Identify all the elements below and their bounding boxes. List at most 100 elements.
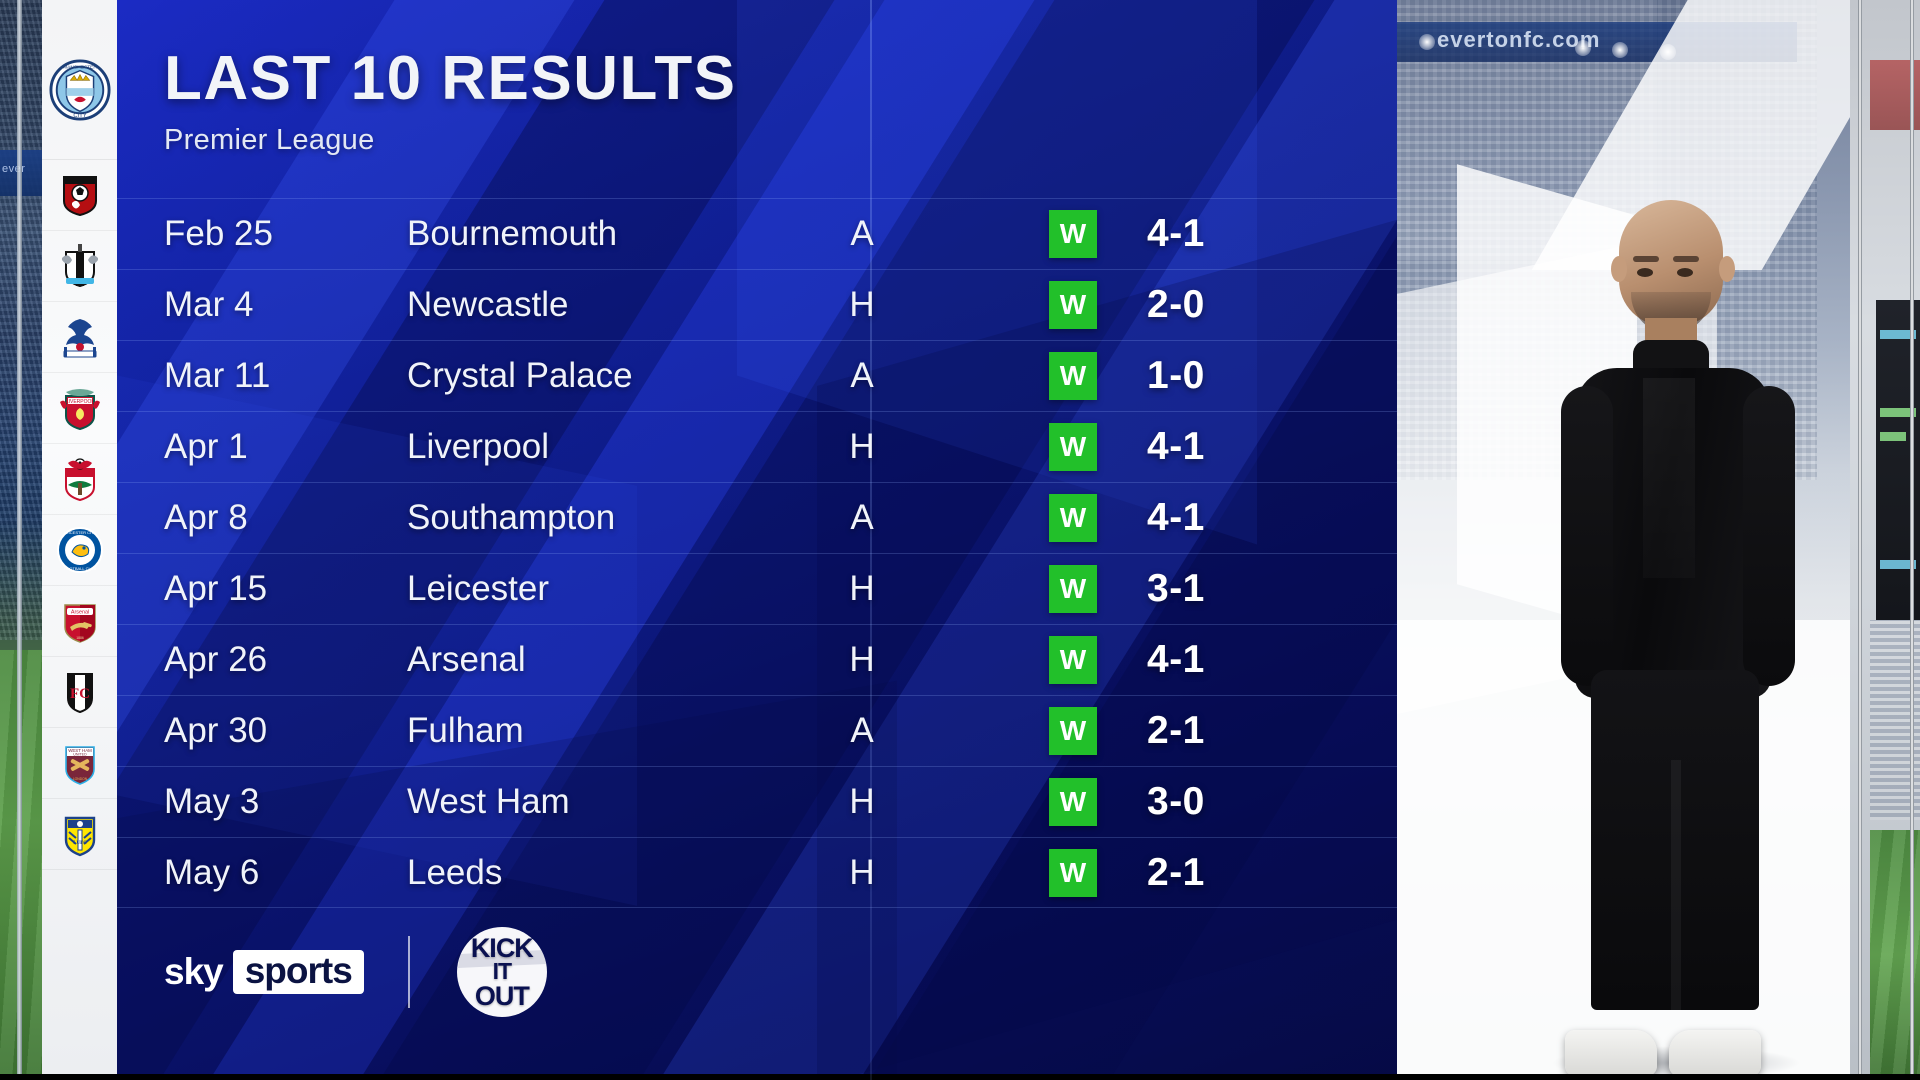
stadium-post	[1858, 0, 1862, 1080]
crest-cell-liverpool[interactable]: LIVERPOOL	[42, 373, 117, 444]
result-opponent: Leicester	[407, 569, 550, 608]
result-date: Mar 11	[164, 356, 271, 395]
page-title: LAST 10 RESULTS	[164, 44, 737, 113]
west-ham-crest: WEST HAM UNITED LONDON	[56, 739, 104, 787]
figure-arm-left	[1561, 386, 1613, 686]
table-row[interactable]: May 6 Leeds H W 2-1	[117, 837, 1397, 908]
figure-legs	[1591, 670, 1759, 1010]
scoreboard-line	[1880, 560, 1916, 569]
liverpool-crest: LIVERPOOL	[56, 384, 104, 432]
result-opponent: Newcastle	[407, 285, 569, 324]
scoreboard-line	[1880, 408, 1916, 417]
status-badge: W	[1049, 423, 1097, 471]
result-opponent: Fulham	[407, 711, 524, 750]
crest-cell-leeds[interactable]: LUFC	[42, 799, 117, 870]
svg-text:FC: FC	[70, 686, 90, 702]
crest-rail-spacer	[42, 0, 117, 20]
status-badge: W	[1049, 210, 1097, 258]
result-date: Feb 25	[164, 214, 273, 253]
result-date: Apr 1	[164, 427, 248, 466]
result-score: 4-1	[1147, 638, 1205, 681]
stadium-light	[1575, 40, 1591, 56]
result-date: Apr 26	[164, 640, 268, 679]
crest-cell-leicester[interactable]: LEICESTER CITY FOOTBALL CLUB	[42, 515, 117, 586]
result-score: 3-0	[1147, 780, 1205, 823]
svg-text:1886: 1886	[76, 636, 84, 640]
table-row[interactable]: Apr 8 Southampton A W 4-1	[117, 482, 1397, 553]
result-badge-cell: W	[1037, 494, 1109, 542]
table-row[interactable]: Apr 1 Liverpool H W 4-1	[117, 411, 1397, 482]
result-venue: A	[850, 711, 874, 750]
figure-ear-left	[1611, 256, 1627, 282]
result-venue: H	[849, 569, 875, 608]
result-opponent: Arsenal	[407, 640, 526, 679]
table-row[interactable]: May 3 West Ham H W 3-0	[117, 766, 1397, 837]
table-row[interactable]: Mar 11 Crystal Palace A W 1-0	[117, 340, 1397, 411]
result-opponent: Liverpool	[407, 427, 550, 466]
result-venue: H	[849, 640, 875, 679]
figure-brow-right	[1673, 256, 1699, 262]
result-score: 2-1	[1147, 850, 1205, 894]
manager-photo-panel: evertonfc.com	[1397, 0, 1920, 1080]
svg-text:LONDON: LONDON	[72, 777, 87, 781]
svg-text:LUFC: LUFC	[73, 841, 87, 846]
footer-logos: sky sports KICK IT OUT	[164, 924, 550, 1020]
table-row[interactable]: Mar 4 Newcastle H W 2-0	[117, 269, 1397, 340]
svg-text:FOOTBALL CLUB: FOOTBALL CLUB	[63, 566, 96, 571]
status-badge: W	[1049, 352, 1097, 400]
figure-jacket-lapel	[1643, 378, 1695, 578]
result-date: Apr 15	[164, 569, 268, 608]
result-badge-cell: W	[1037, 848, 1109, 897]
kick-it-out-text: KICK IT OUT	[454, 924, 550, 1020]
results-panel: LAST 10 RESULTS Premier League Feb 25 Bou…	[117, 0, 1397, 1080]
crest-cell-west-ham[interactable]: WEST HAM UNITED LONDON	[42, 728, 117, 799]
stadium-advert-text: evertonfc.com	[1437, 27, 1601, 52]
fulham-crest: FC	[56, 668, 104, 716]
status-badge: W	[1049, 707, 1097, 755]
result-venue: A	[850, 214, 874, 253]
status-badge: W	[1049, 848, 1097, 897]
result-date: Apr 8	[164, 498, 248, 537]
result-score: 4-1	[1147, 425, 1205, 468]
result-date: Mar 4	[164, 285, 254, 324]
team-crest-rail: MANCHESTER CITY	[42, 0, 117, 1080]
result-badge-cell: W	[1037, 423, 1109, 471]
svg-text:UNITED: UNITED	[73, 753, 87, 757]
svg-text:CITY: CITY	[73, 113, 86, 119]
leicester-crest: LEICESTER CITY FOOTBALL CLUB	[56, 526, 104, 574]
sky-sports-logo: sky sports	[164, 950, 364, 994]
svg-text:LEICESTER CITY: LEICESTER CITY	[63, 530, 96, 535]
crest-cell-newcastle[interactable]	[42, 231, 117, 302]
crest-cell-bournemouth[interactable]	[42, 160, 117, 231]
table-row[interactable]: Apr 30 Fulham A W 2-1	[117, 695, 1397, 766]
figure-ear-right	[1719, 256, 1735, 282]
stadium-post	[1910, 0, 1914, 1080]
result-badge-cell: W	[1037, 778, 1109, 826]
crest-cell-featured[interactable]: MANCHESTER CITY	[42, 20, 117, 160]
figure-arm-right	[1743, 386, 1795, 686]
crest-cell-southampton[interactable]	[42, 444, 117, 515]
crest-cell-crystal-palace[interactable]	[42, 302, 117, 373]
result-opponent: Southampton	[407, 498, 616, 537]
result-badge-cell: W	[1037, 210, 1109, 258]
sky-wordmark: sky	[164, 951, 224, 992]
kio-line-2: IT	[492, 958, 512, 985]
table-row[interactable]: Apr 15 Leicester H W 3-1	[117, 553, 1397, 624]
result-score: 4-1	[1147, 212, 1205, 255]
kick-it-out-logo: KICK IT OUT	[454, 924, 550, 1020]
figure-leg-split	[1671, 760, 1681, 1010]
newcastle-crest	[56, 242, 104, 290]
svg-text:WEST HAM: WEST HAM	[68, 748, 92, 753]
bournemouth-crest	[56, 171, 104, 219]
southampton-crest	[56, 455, 104, 503]
crest-cell-arsenal[interactable]: Arsenal 1886	[42, 586, 117, 657]
results-table: Feb 25 Bournemouth A W 4-1 Mar 4 Newcastle H W 2-…	[117, 198, 1397, 908]
stadium-light	[1419, 34, 1435, 50]
result-score: 4-1	[1147, 496, 1205, 539]
table-row[interactable]: Feb 25 Bournemouth A W 4-1	[117, 198, 1397, 269]
result-badge-cell: W	[1037, 565, 1109, 613]
bottom-black-bar	[0, 1074, 1920, 1080]
kio-line-1: KICK	[470, 932, 534, 963]
table-row[interactable]: Apr 26 Arsenal H W 4-1	[117, 624, 1397, 695]
crest-cell-fulham[interactable]: FC	[42, 657, 117, 728]
